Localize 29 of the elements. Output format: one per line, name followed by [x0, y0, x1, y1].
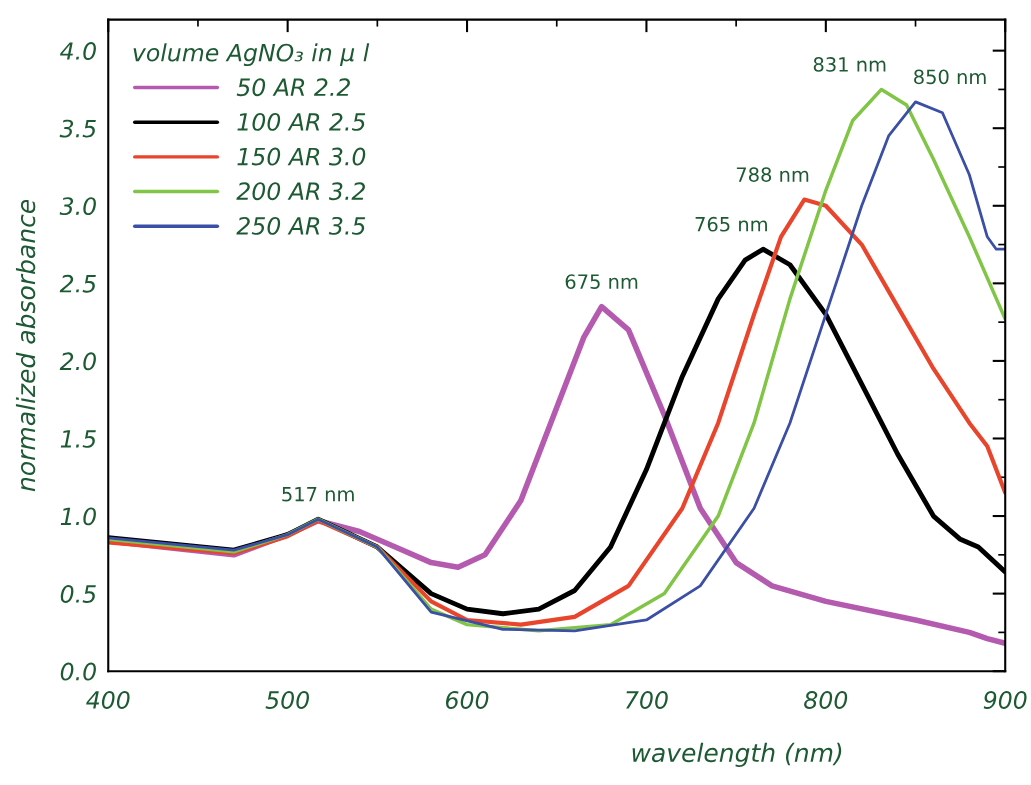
x-tick-label: 400 [86, 691, 130, 709]
legend-title: volume AgNO₃ in µ l [133, 43, 370, 67]
x-tick-label: 700 [626, 691, 668, 709]
y-tick-label: 0.5 [60, 585, 96, 603]
annotation: 765 nm [695, 216, 767, 232]
annotation: 831 nm [813, 57, 886, 72]
y-tick-label: 3.0 [59, 197, 96, 216]
y-tick-label: 1.5 [60, 430, 96, 448]
legend-label: 150 AR 3.0 [237, 147, 366, 166]
x-tick-label: 800 [804, 691, 848, 709]
y-tick-label: 2.5 [59, 274, 96, 293]
y-tick-label: 2.0 [59, 352, 96, 371]
y-tick-label: 1.0 [60, 507, 96, 526]
x-tick-label: 900 [983, 691, 1027, 709]
y-tick-label: 4.0 [60, 42, 96, 60]
annotation: 788 nm [736, 167, 809, 182]
y-axis-title: normalized absorbance [15, 199, 36, 492]
x-tick-label: 500 [265, 691, 309, 709]
annotation: 675 nm [565, 274, 638, 289]
x-tick-label: 600 [446, 691, 489, 709]
legend-label: 200 AR 3.2 [236, 182, 365, 201]
annotation: 517 nm [282, 487, 354, 502]
legend-label: 50 AR 2.2 [236, 78, 350, 97]
legend-label: 250 AR 3.5 [236, 216, 366, 235]
annotation: 850 nm [914, 69, 986, 85]
y-tick-label: 3.5 [59, 119, 96, 138]
y-tick-label: 0.0 [60, 662, 96, 681]
x-axis-title: wavelength (nm) [632, 742, 842, 768]
legend-label: 100 AR 2.5 [237, 112, 366, 131]
